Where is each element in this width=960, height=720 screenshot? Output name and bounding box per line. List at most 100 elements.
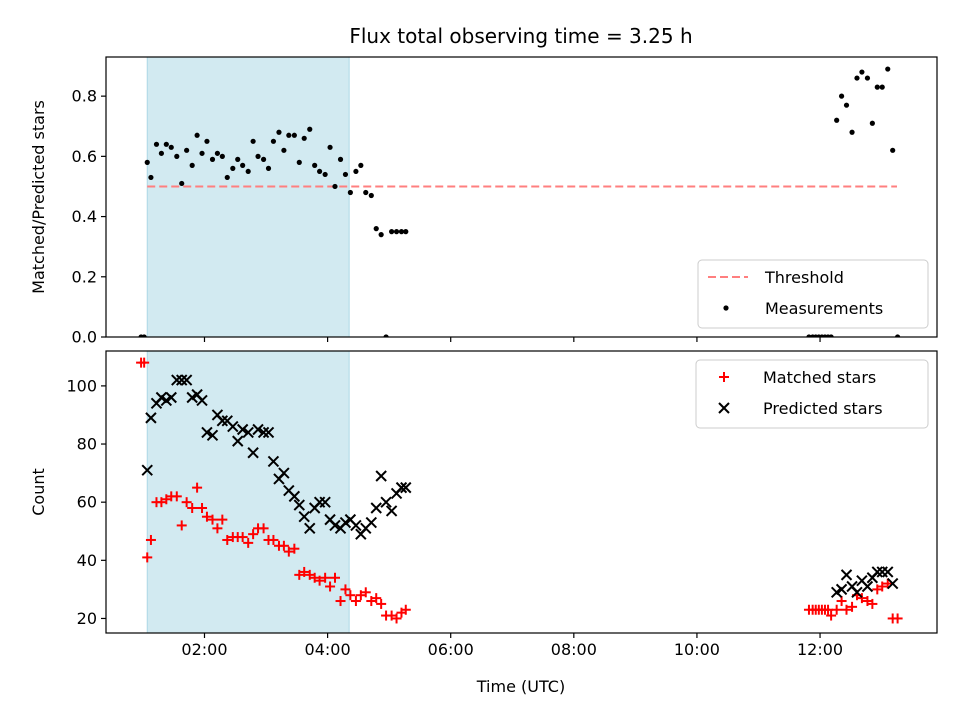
matched-point [400, 604, 411, 615]
series-matched-stars [136, 357, 903, 624]
observing-window-band [146, 350, 350, 634]
predicted-point [370, 502, 382, 514]
measurement-point [828, 334, 834, 337]
x-tick-label: 06:00 [428, 640, 474, 659]
measurement-point [291, 132, 297, 138]
matched-point [212, 523, 223, 534]
predicted-point [201, 426, 213, 439]
measurement-point [895, 334, 901, 337]
measurement-point [316, 168, 323, 175]
series-predicted-stars [141, 374, 899, 599]
matched-point [222, 534, 233, 545]
measurement-point [255, 153, 261, 159]
measurement-point [874, 84, 880, 90]
matched-point [325, 581, 336, 592]
matched-point [345, 590, 356, 601]
measurement-point [204, 138, 210, 144]
y-tick-label: 20 [77, 609, 97, 628]
predicted-point [267, 455, 280, 468]
measurement-point [378, 232, 384, 238]
y-tick-label: 0.4 [72, 207, 97, 226]
matched-point [283, 546, 294, 557]
matched-point [299, 566, 310, 577]
measurement-point [214, 150, 221, 156]
predicted-point [375, 470, 387, 482]
predicted-point [232, 435, 244, 447]
predicted-point [835, 583, 848, 596]
predicted-point [350, 519, 362, 532]
measurement-point [347, 189, 353, 196]
matched-point [145, 534, 156, 545]
measurement-point [363, 189, 369, 196]
matched-point [237, 532, 248, 543]
measurement-point [276, 129, 282, 135]
legend: Threshold Measurements [697, 259, 929, 329]
measurement-point [194, 132, 200, 138]
predicted-point [165, 391, 177, 404]
top-panel: 0.0 0.2 0.4 0.6 0.8 Matched/Predicted stars Th… [29, 56, 938, 347]
predicted-point [365, 516, 378, 529]
measurement-point [885, 66, 891, 72]
matched-point [376, 598, 387, 609]
predicted-point [319, 496, 331, 508]
predicted-point [288, 490, 301, 503]
measurement-point [189, 162, 195, 168]
legend-label: Threshold [764, 268, 844, 287]
predicted-point [145, 412, 157, 424]
measurement-point [327, 144, 333, 150]
predicted-point [247, 447, 259, 459]
matched-point [207, 514, 218, 525]
measurement-point [286, 132, 292, 138]
matched-point [371, 593, 382, 604]
measurement-point [854, 75, 860, 81]
measurement-point [141, 334, 147, 337]
bottom-panel: 20 40 60 80 100 02:00 04:00 06:00 08:00 10:00 12:0… [29, 350, 938, 659]
predicted-point [171, 374, 183, 386]
legend-predicted-swatch [718, 402, 730, 414]
measurement-point [890, 147, 896, 153]
matched-point [350, 596, 361, 607]
predicted-point [216, 415, 229, 427]
matched-point [335, 596, 346, 607]
measurement-point [168, 144, 174, 150]
predicted-point [886, 577, 899, 590]
y-tick-label: 80 [77, 435, 97, 454]
matched-point [340, 584, 351, 595]
matched-point [823, 604, 834, 615]
predicted-point [304, 522, 316, 535]
measurement-point [342, 171, 349, 178]
measurement-point [398, 229, 405, 235]
measurement-point [199, 150, 205, 156]
measurement-point [322, 171, 328, 178]
predicted-point [176, 374, 188, 386]
y-tick-label: 40 [77, 551, 97, 570]
y-tick-label: 0.8 [72, 87, 97, 106]
predicted-point [196, 394, 208, 407]
predicted-point [262, 426, 275, 439]
measurement-point [368, 192, 374, 199]
measurement-point [184, 147, 190, 153]
plot-area [136, 357, 903, 624]
measurement-point [219, 153, 225, 159]
matched-point [187, 502, 198, 513]
measurement-point [864, 75, 871, 81]
y-tick-label: 0.0 [72, 328, 97, 347]
measurement-point [260, 156, 267, 162]
matched-point [329, 572, 340, 583]
predicted-point [861, 580, 874, 593]
matched-point [142, 552, 153, 563]
predicted-point [400, 481, 412, 494]
predicted-point [882, 566, 894, 578]
predicted-point [871, 566, 883, 578]
measurement-point [240, 162, 246, 168]
x-tick-label: 02:00 [181, 640, 227, 659]
matched-point [847, 601, 858, 612]
measurement-point [163, 141, 169, 147]
x-tick-label: 08:00 [551, 640, 597, 659]
measurement-point [230, 165, 236, 171]
predicted-point [380, 496, 392, 508]
legend-matched-swatch [719, 372, 729, 382]
axes-frame [105, 56, 938, 338]
chart-title: Flux total observing time = 3.25 h [349, 24, 692, 48]
